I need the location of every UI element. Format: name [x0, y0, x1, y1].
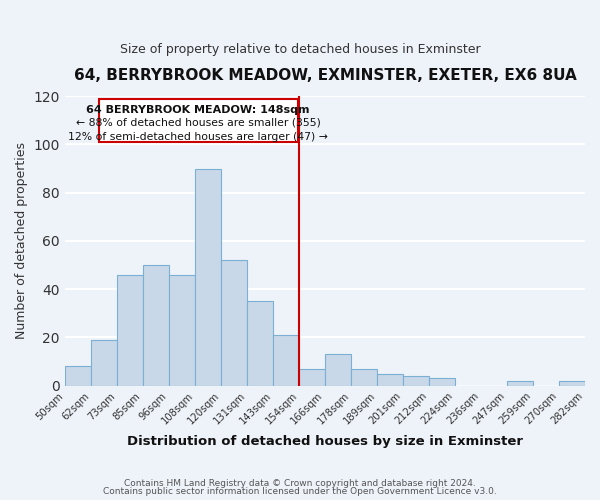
Bar — [403, 376, 429, 386]
Bar — [117, 274, 143, 386]
Bar — [247, 301, 273, 386]
Bar — [299, 369, 325, 386]
Bar — [169, 274, 195, 386]
Bar — [507, 381, 533, 386]
Bar — [559, 381, 585, 386]
Bar — [143, 265, 169, 386]
Bar — [429, 378, 455, 386]
Text: ← 88% of detached houses are smaller (355): ← 88% of detached houses are smaller (35… — [76, 118, 320, 128]
Bar — [195, 168, 221, 386]
Bar — [221, 260, 247, 386]
Bar — [273, 335, 299, 386]
Text: 64 BERRYBROOK MEADOW: 148sqm: 64 BERRYBROOK MEADOW: 148sqm — [86, 104, 310, 115]
Title: 64, BERRYBROOK MEADOW, EXMINSTER, EXETER, EX6 8UA: 64, BERRYBROOK MEADOW, EXMINSTER, EXETER… — [74, 68, 576, 82]
X-axis label: Distribution of detached houses by size in Exminster: Distribution of detached houses by size … — [127, 434, 523, 448]
Bar — [351, 369, 377, 386]
Bar — [325, 354, 351, 386]
Text: Contains public sector information licensed under the Open Government Licence v3: Contains public sector information licen… — [103, 487, 497, 496]
Text: 12% of semi-detached houses are larger (47) →: 12% of semi-detached houses are larger (… — [68, 132, 328, 142]
Bar — [377, 374, 403, 386]
FancyBboxPatch shape — [98, 98, 298, 142]
Bar — [91, 340, 117, 386]
Text: Contains HM Land Registry data © Crown copyright and database right 2024.: Contains HM Land Registry data © Crown c… — [124, 478, 476, 488]
Text: Size of property relative to detached houses in Exminster: Size of property relative to detached ho… — [119, 42, 481, 56]
Bar — [65, 366, 91, 386]
Y-axis label: Number of detached properties: Number of detached properties — [15, 142, 28, 340]
